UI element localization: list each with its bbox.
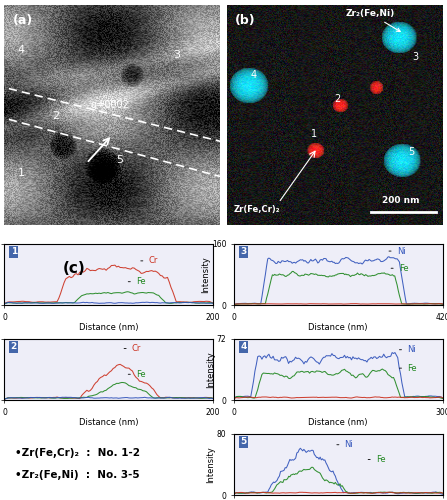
Text: 1: 1 <box>11 248 17 256</box>
Text: (a): (a) <box>13 14 34 27</box>
Text: Ni: Ni <box>389 246 405 256</box>
Text: Cr: Cr <box>124 344 141 353</box>
X-axis label: Distance (nm): Distance (nm) <box>79 418 139 427</box>
Text: (b): (b) <box>236 14 256 27</box>
Text: Fe: Fe <box>400 364 417 372</box>
Y-axis label: Intensity: Intensity <box>206 351 215 388</box>
Text: 200 nm: 200 nm <box>382 196 420 205</box>
Text: 4: 4 <box>240 342 247 351</box>
X-axis label: Distance (nm): Distance (nm) <box>308 323 368 332</box>
Text: 5: 5 <box>408 146 414 156</box>
Text: 2: 2 <box>52 112 59 122</box>
Text: 1: 1 <box>17 168 25 178</box>
Text: 2: 2 <box>335 94 341 104</box>
Text: g=0002: g=0002 <box>91 100 130 110</box>
Text: Ni: Ni <box>337 440 353 449</box>
Text: Ni: Ni <box>400 345 416 354</box>
Text: 4: 4 <box>17 46 25 56</box>
X-axis label: Distance (nm): Distance (nm) <box>79 323 139 332</box>
Text: Zr₂(Fe,Ni): Zr₂(Fe,Ni) <box>346 9 400 32</box>
Text: 3: 3 <box>240 248 246 256</box>
Text: 1: 1 <box>311 129 317 139</box>
Text: Zr(Fe,Cr)₂: Zr(Fe,Cr)₂ <box>233 204 280 214</box>
Y-axis label: Intensity: Intensity <box>202 256 211 292</box>
Text: 2: 2 <box>11 342 17 351</box>
Text: 5: 5 <box>240 438 246 446</box>
Y-axis label: Intensity: Intensity <box>206 446 215 482</box>
Text: •Zr₂(Fe,Ni)  :  No. 3-5: •Zr₂(Fe,Ni) : No. 3-5 <box>15 470 139 480</box>
Text: •Zr(Fe,Cr)₂  :  No. 1-2: •Zr(Fe,Cr)₂ : No. 1-2 <box>15 448 140 458</box>
X-axis label: Distance (nm): Distance (nm) <box>308 418 368 427</box>
Text: 4: 4 <box>250 70 257 80</box>
Text: (c): (c) <box>63 261 86 276</box>
Text: Cr: Cr <box>141 256 158 266</box>
Text: 3: 3 <box>173 50 180 60</box>
Text: Fe: Fe <box>128 370 146 379</box>
Text: 3: 3 <box>412 52 418 62</box>
Text: 5: 5 <box>117 156 124 166</box>
Text: Fe: Fe <box>368 455 385 464</box>
Text: Fe: Fe <box>391 264 409 272</box>
Text: Fe: Fe <box>128 277 146 286</box>
